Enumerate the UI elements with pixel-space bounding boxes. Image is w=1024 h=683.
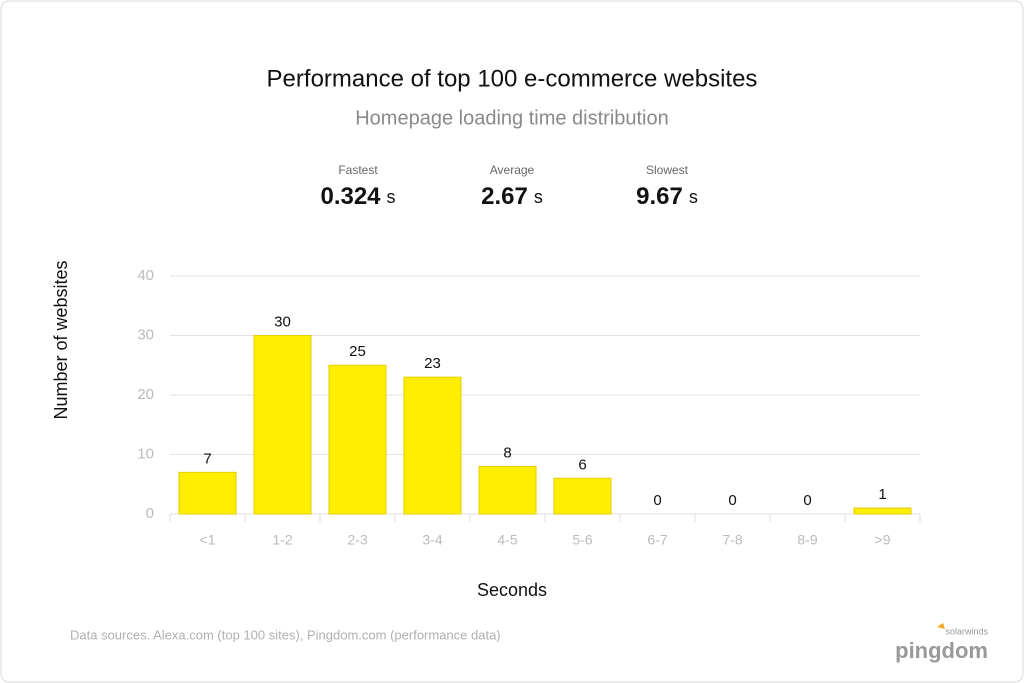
x-tick-label: 8-9 [797,532,817,548]
value-label: 23 [424,355,441,372]
logo-name: pingdom [895,638,988,663]
stat-number: 2.67 [481,183,528,210]
y-tick-label: 30 [137,326,154,343]
stat-label: Slowest [646,163,689,177]
value-label: 25 [349,343,366,360]
x-tick-label: <1 [200,532,216,548]
value-label: 30 [274,313,291,330]
x-tick-label: 6-7 [647,532,667,548]
value-label: 8 [503,444,511,461]
bar [853,507,912,515]
bar [553,477,612,515]
logo-icon [937,623,945,629]
value-label: 0 [728,492,736,509]
y-tick-label: 20 [137,386,154,403]
stat-value: 2.67 s [481,183,543,210]
bar [328,364,387,515]
value-label: 7 [203,450,211,467]
stat-value: 9.67 s [636,183,698,210]
logo-brand: solarwinds [945,626,988,636]
stat-unit: s [534,187,543,207]
value-label: 0 [803,492,811,509]
stat-label: Fastest [338,163,378,177]
value-label: 0 [653,492,661,509]
x-tick-label: 5-6 [572,532,592,548]
y-axis-title: Number of websites [51,260,71,419]
x-tick-label: 3-4 [422,532,442,548]
bar [178,471,237,515]
x-tick-label: 4-5 [497,532,517,548]
stat-number: 9.67 [636,183,683,210]
y-tick-label: 40 [137,267,154,284]
chart-title: Performance of top 100 e-commerce websit… [267,65,758,92]
x-tick-label: >9 [875,532,891,548]
x-tick-label: 2-3 [347,532,367,548]
bar [253,335,312,515]
chart-subtitle: Homepage loading time distribution [355,107,669,129]
stat-label: Average [490,163,535,177]
stat-unit: s [689,187,698,207]
stat-number: 0.324 [320,183,381,210]
x-axis-title: Seconds [477,580,547,600]
x-tick-label: 7-8 [722,532,742,548]
y-tick-label: 10 [137,445,154,462]
value-label: 1 [878,486,886,503]
x-tick-label: 1-2 [272,532,292,548]
footer: Data sources. Alexa.com (top 100 sites),… [70,627,501,642]
bar [403,376,462,515]
bar [478,465,537,515]
value-label: 6 [578,456,586,473]
stat-unit: s [387,187,396,207]
y-tick-label: 0 [146,505,154,522]
stat-value: 0.324 s [320,183,395,210]
